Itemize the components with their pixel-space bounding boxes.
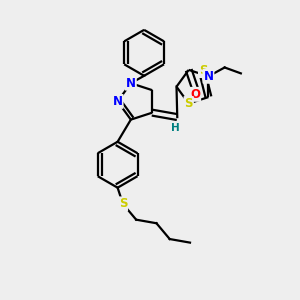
Text: N: N	[126, 77, 136, 90]
Text: N: N	[112, 95, 123, 108]
Text: S: S	[199, 64, 207, 77]
Text: S: S	[184, 97, 193, 110]
Text: O: O	[190, 88, 200, 101]
Text: S: S	[119, 197, 127, 210]
Text: H: H	[171, 123, 180, 133]
Text: N: N	[203, 70, 214, 83]
